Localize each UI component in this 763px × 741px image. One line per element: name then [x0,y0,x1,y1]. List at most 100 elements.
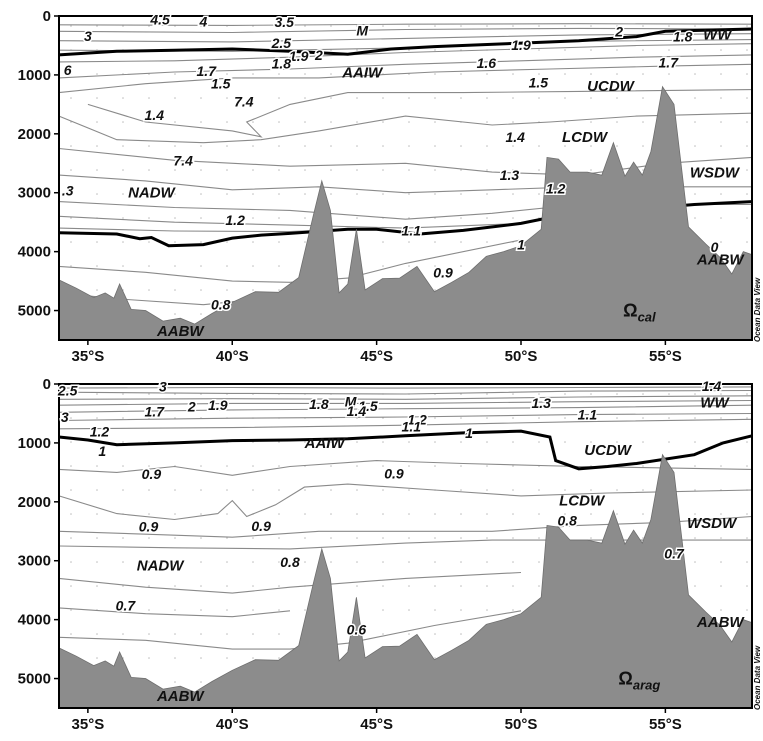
y-tick-label: 1000 [18,435,51,452]
sample-dot [486,609,488,611]
sample-dot [96,393,98,395]
sample-dot [408,465,410,467]
sample-dot [278,633,280,635]
sample-dot [512,25,514,27]
sample-dot [434,49,436,51]
contour-label: 1.5 [211,76,231,92]
sample-dot [668,441,670,443]
y-tick-label: 3000 [18,553,51,570]
sample-dot [174,561,176,563]
sample-dot [746,97,748,99]
sample-dot [330,537,332,539]
contour-line [58,412,753,422]
sample-dot [434,241,436,243]
contour-label: 1.8 [272,56,292,72]
sample-dot [304,193,306,195]
contour-line [58,386,753,389]
sample-dot [434,97,436,99]
contour-label: 3 [61,409,69,425]
sample-dot [694,49,696,51]
sample-dot [252,465,254,467]
contour-label: 0.8 [211,297,231,313]
sample-dot [252,633,254,635]
sample-dot [174,217,176,219]
contour-label: M [356,23,368,39]
sample-dot [70,73,72,75]
sample-dot [720,145,722,147]
panel-top: 0 1000 2000 3000 4000 5000 35°S 40°S 45°S 50°S 55°… [18,8,762,365]
contour-label: 1.7 [659,55,680,71]
sample-dot [356,217,358,219]
x-tick-label: 40°S [216,716,249,733]
contour-label: 1.8 [309,396,329,412]
sample-dot [616,97,618,99]
sample-dot [694,513,696,515]
sample-dot [122,489,124,491]
contour-label: 2 [314,47,323,63]
x-tick-label: 35°S [72,348,105,365]
sample-dot [252,217,254,219]
sample-dot [590,513,592,515]
sample-dot [174,513,176,515]
sample-dot [226,217,228,219]
sample-dot [200,193,202,195]
sample-dot [278,121,280,123]
sample-dot [200,633,202,635]
sample-dot [304,121,306,123]
sample-dot [694,217,696,219]
sample-dot [226,609,228,611]
sample-dot [408,97,410,99]
sample-dot [122,441,124,443]
sample-dot [200,465,202,467]
sample-dot [434,193,436,195]
sample-dot [616,49,618,51]
sample-dot [252,97,254,99]
sample-dot [252,73,254,75]
sample-dot [200,121,202,123]
sample-dot [148,561,150,563]
sample-dot [356,537,358,539]
bold-contour-line [58,429,753,471]
sample-dot [434,633,436,635]
sample-dot [434,609,436,611]
sample-dot [512,121,514,123]
x-tick-label: 55°S [649,716,682,733]
sample-dot [694,25,696,27]
sample-dot [356,465,358,467]
sample-dot [512,489,514,491]
contour-label: 0.9 [139,519,159,535]
sample-dot [96,513,98,515]
contour-line [58,571,522,594]
contour-label: 1.3 [500,167,520,183]
sample-dot [512,417,514,419]
sample-dot [642,465,644,467]
sample-dot [746,513,748,515]
sample-dot [174,633,176,635]
sample-dot [642,489,644,491]
sample-dot [460,417,462,419]
sample-dot [538,73,540,75]
sample-dot [538,25,540,27]
sample-dot [408,121,410,123]
sample-dot [408,417,410,419]
sample-dot [642,513,644,515]
y-tick-label: 4000 [18,244,51,261]
sample-dot [460,241,462,243]
sample-dot [226,193,228,195]
sample-dot [486,241,488,243]
sample-dot [668,49,670,51]
sample-dot [174,681,176,683]
sample-dot [174,585,176,587]
x-tick-label: 45°S [360,348,393,365]
sample-dot [616,121,618,123]
sample-dot [252,657,254,659]
sample-dot [330,145,332,147]
contour-label: 1.1 [578,407,598,423]
sample-dot [486,193,488,195]
contour-label: 0.9 [251,518,271,534]
sample-dot [720,217,722,219]
sample-dot [720,417,722,419]
sample-dot [70,633,72,635]
sample-dot [408,265,410,267]
sample-dot [538,417,540,419]
